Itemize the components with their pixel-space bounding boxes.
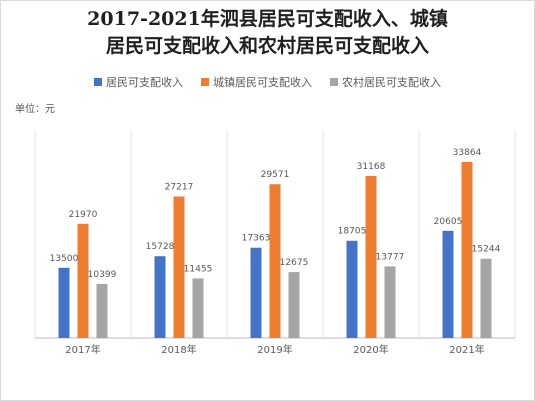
bar-urban bbox=[365, 175, 377, 338]
chart-title: 2017-2021年泗县居民可支配收入、城镇 居民可支配收入和农村居民可支配收入 bbox=[0, 6, 535, 60]
bar-rural bbox=[288, 272, 300, 338]
data-label-rural: 12675 bbox=[280, 258, 309, 268]
data-label-urban: 27217 bbox=[165, 182, 194, 192]
legend-label-residents: 居民可支配收入 bbox=[106, 76, 183, 89]
unit-label: 单位：元 bbox=[15, 104, 55, 115]
data-label-urban: 33864 bbox=[453, 148, 482, 158]
bar-rural bbox=[96, 283, 108, 338]
bar-residents bbox=[346, 240, 358, 338]
legend-swatch-residents bbox=[94, 78, 102, 86]
x-tick-label: 2018年 bbox=[161, 343, 196, 356]
data-label-urban: 31168 bbox=[357, 162, 386, 172]
legend-item-urban: 城镇居民可支配收入 bbox=[201, 74, 312, 90]
data-label-residents: 13500 bbox=[50, 254, 79, 264]
x-tick-label: 2020年 bbox=[353, 343, 388, 356]
x-tick-label: 2017年 bbox=[65, 343, 100, 356]
bar-rural bbox=[384, 266, 396, 338]
x-tick-label: 2019年 bbox=[257, 343, 292, 356]
bar-residents bbox=[58, 267, 70, 338]
data-label-rural: 11455 bbox=[184, 264, 213, 274]
data-label-residents: 18705 bbox=[338, 227, 367, 237]
bar-rural bbox=[192, 278, 204, 338]
data-label-rural: 13777 bbox=[376, 252, 405, 262]
data-label-residents: 17363 bbox=[242, 234, 271, 244]
legend-label-urban: 城镇居民可支配收入 bbox=[213, 76, 312, 89]
bar-residents bbox=[154, 256, 166, 338]
data-label-urban: 29571 bbox=[261, 170, 290, 180]
legend-item-residents: 居民可支配收入 bbox=[94, 74, 183, 90]
chart-title-line-1: 2017-2021年泗县居民可支配收入、城镇 bbox=[87, 8, 448, 30]
legend-item-rural: 农村居民可支配收入 bbox=[330, 74, 441, 90]
legend-swatch-urban bbox=[201, 78, 209, 86]
bar-urban bbox=[77, 223, 89, 338]
data-label-rural: 10399 bbox=[88, 270, 117, 280]
data-label-rural: 15244 bbox=[472, 245, 501, 255]
bar-urban bbox=[461, 161, 473, 338]
legend-label-rural: 农村居民可支配收入 bbox=[342, 76, 441, 89]
data-label-urban: 21970 bbox=[69, 210, 98, 220]
legend-swatch-rural bbox=[330, 78, 338, 86]
chart-legend: 居民可支配收入 城镇居民可支配收入 农村居民可支配收入 bbox=[0, 74, 535, 90]
data-label-residents: 20605 bbox=[434, 217, 463, 227]
bar-urban bbox=[173, 196, 185, 338]
bar-residents bbox=[250, 247, 262, 338]
data-label-residents: 15728 bbox=[146, 242, 175, 252]
bar-urban bbox=[269, 184, 281, 338]
bar-rural bbox=[480, 258, 492, 338]
bar-residents bbox=[442, 230, 454, 338]
x-tick-label: 2021年 bbox=[449, 343, 484, 356]
chart-title-line-2: 居民可支配收入和农村居民可支配收入 bbox=[105, 35, 429, 57]
